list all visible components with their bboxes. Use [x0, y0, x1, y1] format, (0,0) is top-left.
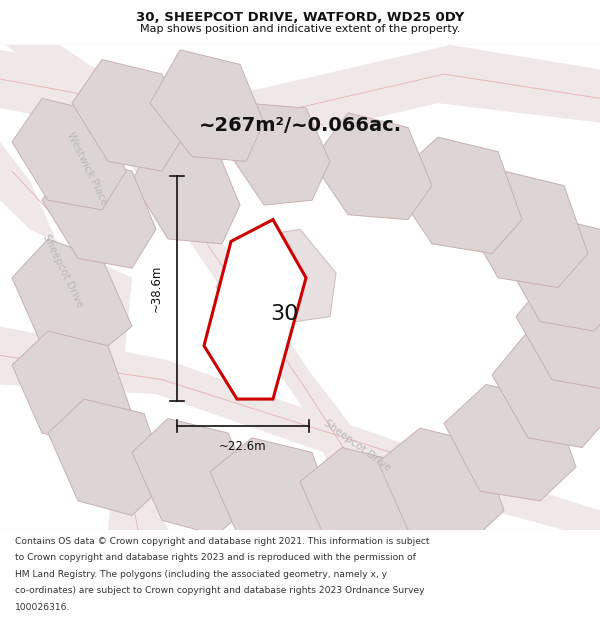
Polygon shape [504, 215, 600, 331]
Polygon shape [444, 384, 576, 501]
Text: Sheepcot Drive: Sheepcot Drive [322, 418, 392, 472]
Text: Sheepcot Drive: Sheepcot Drive [41, 232, 85, 309]
Polygon shape [42, 156, 156, 268]
Polygon shape [216, 229, 336, 326]
Polygon shape [12, 98, 126, 210]
Text: HM Land Registry. The polygons (including the associated geometry, namely x, y: HM Land Registry. The polygons (includin… [15, 570, 387, 579]
Text: co-ordinates) are subject to Crown copyright and database rights 2023 Ordnance S: co-ordinates) are subject to Crown copyr… [15, 586, 425, 595]
Polygon shape [390, 137, 522, 254]
Polygon shape [228, 103, 330, 205]
Polygon shape [516, 273, 600, 389]
Polygon shape [300, 448, 426, 564]
Polygon shape [204, 219, 306, 399]
Text: Westwick Place: Westwick Place [65, 131, 109, 207]
Polygon shape [150, 50, 264, 161]
Text: 100026316.: 100026316. [15, 602, 70, 612]
Polygon shape [6, 45, 432, 530]
Polygon shape [12, 331, 132, 448]
Polygon shape [0, 142, 168, 530]
Polygon shape [48, 399, 168, 516]
Polygon shape [0, 326, 600, 540]
Polygon shape [132, 419, 258, 535]
Polygon shape [72, 59, 186, 171]
Polygon shape [312, 113, 432, 219]
Polygon shape [378, 428, 504, 544]
Text: ~22.6m: ~22.6m [219, 440, 267, 453]
Polygon shape [12, 239, 132, 360]
Polygon shape [210, 438, 336, 554]
Text: ~267m²/~0.066ac.: ~267m²/~0.066ac. [199, 116, 401, 134]
Text: Contains OS data © Crown copyright and database right 2021. This information is : Contains OS data © Crown copyright and d… [15, 537, 430, 546]
Polygon shape [492, 331, 600, 448]
Text: ~38.6m: ~38.6m [150, 265, 163, 312]
Polygon shape [0, 45, 600, 152]
Text: Map shows position and indicative extent of the property.: Map shows position and indicative extent… [140, 24, 460, 34]
Text: 30, SHEEPCOT DRIVE, WATFORD, WD25 0DY: 30, SHEEPCOT DRIVE, WATFORD, WD25 0DY [136, 11, 464, 24]
Text: to Crown copyright and database rights 2023 and is reproduced with the permissio: to Crown copyright and database rights 2… [15, 553, 416, 562]
Polygon shape [462, 171, 588, 288]
Text: 30: 30 [270, 304, 298, 324]
Polygon shape [132, 137, 240, 244]
